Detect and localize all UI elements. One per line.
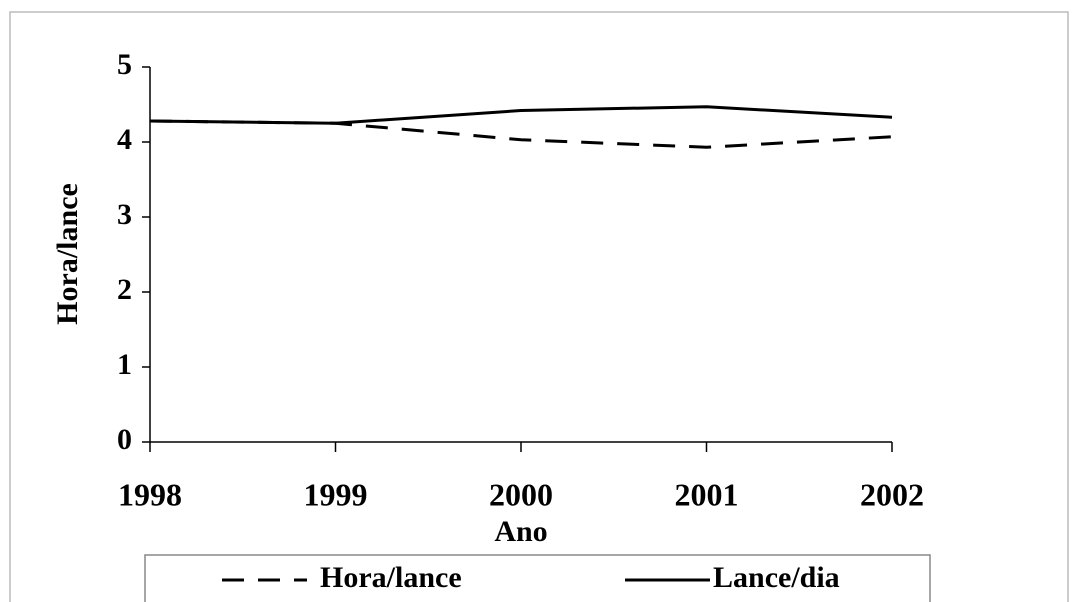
x-axis-title: Ano [494, 515, 547, 548]
y-tick-label: 2 [117, 273, 132, 306]
legend-label: Lance/dia [713, 561, 840, 594]
x-tick-label: 2000 [489, 476, 553, 512]
y-tick-label: 4 [117, 123, 132, 156]
y-tick-label: 0 [117, 423, 132, 456]
legend-label: Hora/lance [320, 561, 462, 594]
x-tick-label: 1998 [118, 476, 182, 512]
y-tick-label: 5 [117, 48, 132, 81]
data-line [149, 119, 893, 149]
x-tick-label: 1999 [304, 476, 368, 512]
y-tick-label: 1 [117, 348, 132, 381]
x-tick-label: 2002 [860, 476, 924, 512]
y-axis-title: Hora/lance [51, 183, 84, 325]
x-tick-label: 2001 [675, 476, 739, 512]
data-line [149, 105, 893, 125]
y-tick-label: 3 [117, 198, 132, 231]
chart-frame [9, 11, 1069, 602]
